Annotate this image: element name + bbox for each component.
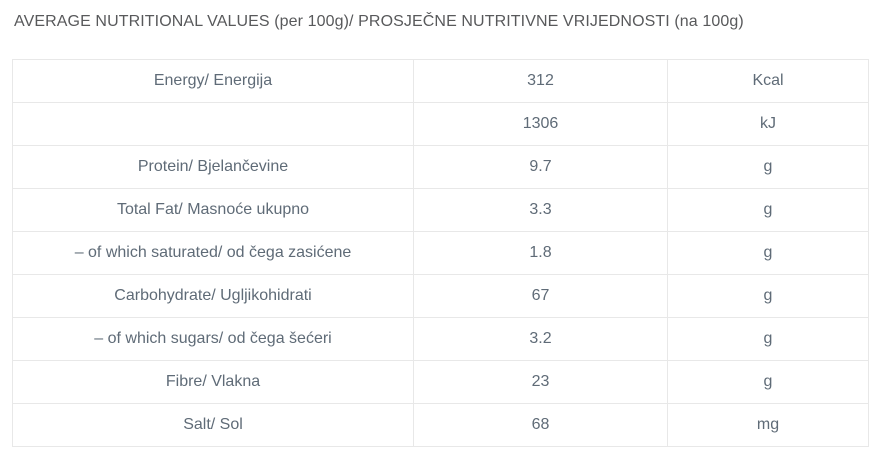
nutrient-label-cell: Fibre/ Vlakna [12, 360, 414, 404]
nutrient-label-cell [12, 102, 414, 146]
nutrient-unit-cell: kJ [667, 102, 869, 146]
nutrient-label-cell: – of which saturated/ od čega zasićene [12, 231, 414, 275]
table-row: 1306 kJ [12, 102, 869, 146]
nutrient-unit-cell: mg [667, 403, 869, 447]
nutrient-value-cell: 23 [413, 360, 668, 404]
nutrient-label-cell: – of which sugars/ od čega šećeri [12, 317, 414, 361]
nutrient-value-cell: 1306 [413, 102, 668, 146]
nutrient-value-cell: 67 [413, 274, 668, 318]
table-row: Fibre/ Vlakna 23 g [12, 360, 869, 404]
nutrient-value-cell: 9.7 [413, 145, 668, 189]
nutrient-unit-cell: g [667, 317, 869, 361]
nutrient-label-cell: Total Fat/ Masnoće ukupno [12, 188, 414, 232]
table-row: Total Fat/ Masnoće ukupno 3.3 g [12, 188, 869, 232]
nutrient-value-cell: 3.2 [413, 317, 668, 361]
table-row: – of which saturated/ od čega zasićene 1… [12, 231, 869, 275]
nutrient-unit-cell: g [667, 188, 869, 232]
nutrient-label-cell: Carbohydrate/ Ugljikohidrati [12, 274, 414, 318]
nutrient-value-cell: 1.8 [413, 231, 668, 275]
table-row: Salt/ Sol 68 mg [12, 403, 869, 447]
nutrient-unit-cell: g [667, 145, 869, 189]
nutrient-label-cell: Salt/ Sol [12, 403, 414, 447]
nutrient-value-cell: 312 [413, 59, 668, 103]
nutrient-unit-cell: Kcal [667, 59, 869, 103]
nutrient-value-cell: 68 [413, 403, 668, 447]
page-title: AVERAGE NUTRITIONAL VALUES (per 100g)/ P… [14, 13, 744, 30]
nutrient-label-cell: Protein/ Bjelančevine [12, 145, 414, 189]
nutrient-value-cell: 3.3 [413, 188, 668, 232]
nutrition-table: Energy/ Energija 312 Kcal 1306 kJ Protei… [12, 59, 869, 447]
table-row: Protein/ Bjelančevine 9.7 g [12, 145, 869, 189]
nutrient-unit-cell: g [667, 231, 869, 275]
table-row: Energy/ Energija 312 Kcal [12, 59, 869, 103]
nutrient-label-cell: Energy/ Energija [12, 59, 414, 103]
nutrient-unit-cell: g [667, 274, 869, 318]
nutrient-unit-cell: g [667, 360, 869, 404]
table-row: Carbohydrate/ Ugljikohidrati 67 g [12, 274, 869, 318]
table-row: – of which sugars/ od čega šećeri 3.2 g [12, 317, 869, 361]
